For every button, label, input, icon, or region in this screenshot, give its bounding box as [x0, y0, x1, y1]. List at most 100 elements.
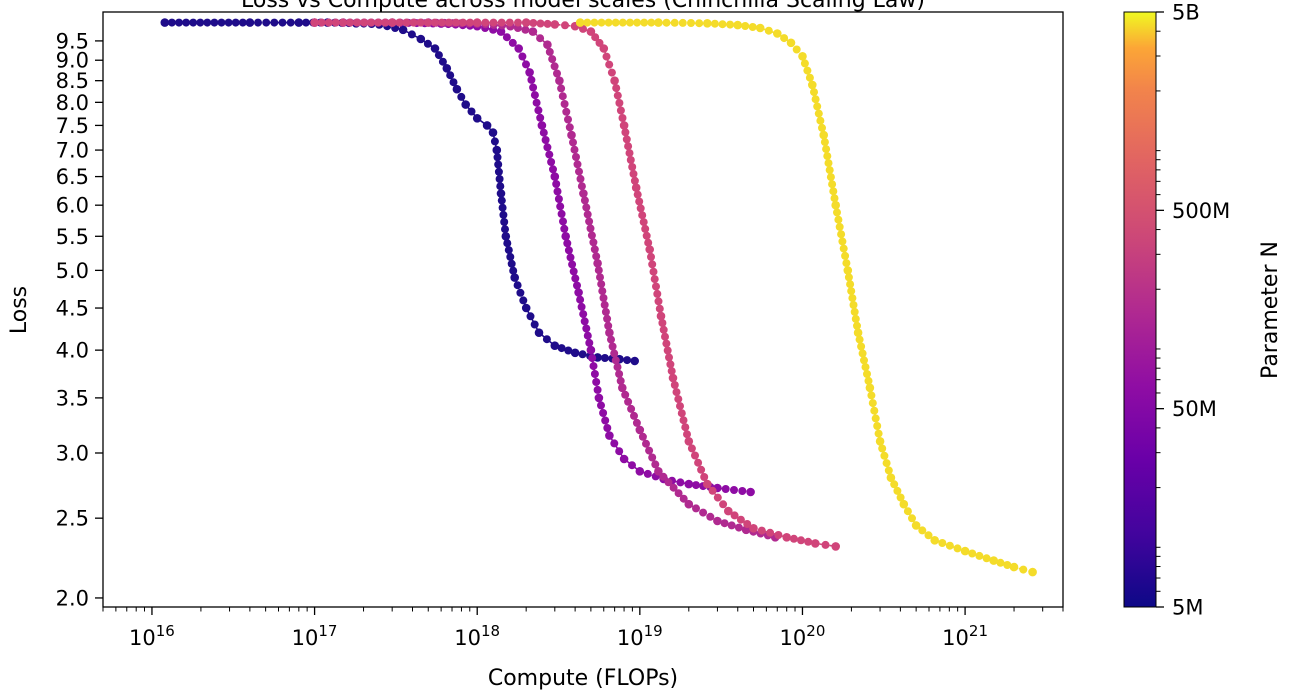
- x-tick-label: 1018: [454, 622, 500, 650]
- data-point: [599, 294, 608, 302]
- data-point: [553, 69, 561, 78]
- data-point: [416, 18, 425, 27]
- data-point: [658, 319, 667, 327]
- data-point: [572, 153, 580, 161]
- data-point: [619, 121, 629, 130]
- data-point: [573, 160, 582, 169]
- data-point: [381, 18, 390, 27]
- data-point: [587, 231, 596, 240]
- data-point: [160, 18, 170, 27]
- data-point: [605, 60, 614, 69]
- data-point: [708, 486, 717, 495]
- data-point: [755, 23, 765, 33]
- data-point: [684, 479, 694, 489]
- data-point: [650, 275, 659, 284]
- data-point: [437, 18, 446, 27]
- x-tick-label: 1017: [292, 622, 338, 650]
- data-point: [238, 18, 247, 27]
- data-point: [663, 346, 672, 355]
- data-point: [679, 494, 688, 503]
- data-point: [748, 23, 757, 31]
- data-point: [442, 64, 452, 73]
- data-point: [599, 409, 608, 417]
- data-point: [607, 68, 616, 77]
- data-point: [738, 487, 747, 495]
- data-point: [496, 182, 505, 191]
- data-point: [579, 310, 588, 319]
- data-point: [360, 18, 368, 27]
- plot-frame: [102, 11, 1064, 608]
- data-point: [968, 549, 977, 558]
- data-point: [645, 245, 654, 254]
- data-point: [557, 344, 566, 353]
- data-point: [884, 466, 893, 475]
- data-point: [849, 301, 858, 309]
- y-tick-label: 4.0: [56, 339, 89, 363]
- data-point: [635, 425, 645, 435]
- data-point: [797, 536, 805, 545]
- data-point: [541, 136, 550, 144]
- data-point: [672, 388, 681, 397]
- data-point: [543, 143, 552, 152]
- data-point: [819, 130, 828, 140]
- data-point: [638, 432, 647, 441]
- data-point: [231, 18, 240, 27]
- series-layer: [160, 18, 1037, 577]
- data-point: [835, 222, 844, 231]
- data-point: [482, 121, 492, 130]
- data-point: [692, 481, 700, 490]
- data-point: [828, 180, 837, 189]
- data-point: [527, 75, 536, 84]
- data-point: [699, 508, 708, 517]
- data-point: [466, 18, 475, 27]
- data-point: [700, 473, 709, 481]
- data-point: [577, 302, 586, 311]
- data-point: [624, 142, 633, 151]
- data-point: [601, 416, 610, 425]
- data-point: [564, 346, 573, 355]
- data-point: [834, 215, 843, 224]
- data-point: [684, 437, 694, 446]
- data-point: [600, 300, 609, 309]
- data-point: [652, 282, 660, 291]
- data-point: [749, 524, 758, 533]
- data-point: [625, 149, 634, 158]
- data-point: [557, 84, 566, 93]
- data-point: [492, 145, 502, 155]
- data-point: [506, 252, 515, 261]
- data-point: [804, 537, 813, 546]
- data-point: [648, 260, 657, 269]
- data-point: [996, 558, 1005, 567]
- y-tick-label: 2.5: [56, 507, 89, 531]
- data-point: [808, 80, 817, 90]
- data-point: [430, 44, 440, 53]
- data-point: [684, 499, 694, 509]
- data-point: [583, 18, 592, 27]
- data-point: [560, 224, 569, 233]
- data-point: [826, 173, 835, 182]
- data-point: [430, 18, 439, 27]
- data-point: [503, 239, 512, 248]
- data-point: [833, 208, 841, 217]
- data-point: [310, 18, 319, 27]
- data-point: [924, 531, 933, 540]
- data-point: [621, 128, 630, 137]
- data-point: [613, 91, 622, 100]
- data-point: [586, 224, 595, 233]
- data-point: [522, 60, 530, 69]
- data-point: [452, 84, 462, 94]
- data-point: [528, 27, 538, 36]
- data-point: [642, 439, 650, 448]
- y-tick-label: 7.0: [56, 139, 89, 163]
- data-point: [555, 76, 564, 85]
- data-point: [710, 19, 719, 28]
- data-point: [434, 51, 443, 60]
- data-point: [585, 338, 594, 347]
- data-point: [938, 539, 947, 547]
- y-tick-label: 2.0: [56, 586, 89, 610]
- data-point: [586, 27, 596, 36]
- data-point: [488, 128, 498, 137]
- data-point: [499, 210, 508, 219]
- data-point: [596, 273, 604, 282]
- data-point: [519, 296, 528, 305]
